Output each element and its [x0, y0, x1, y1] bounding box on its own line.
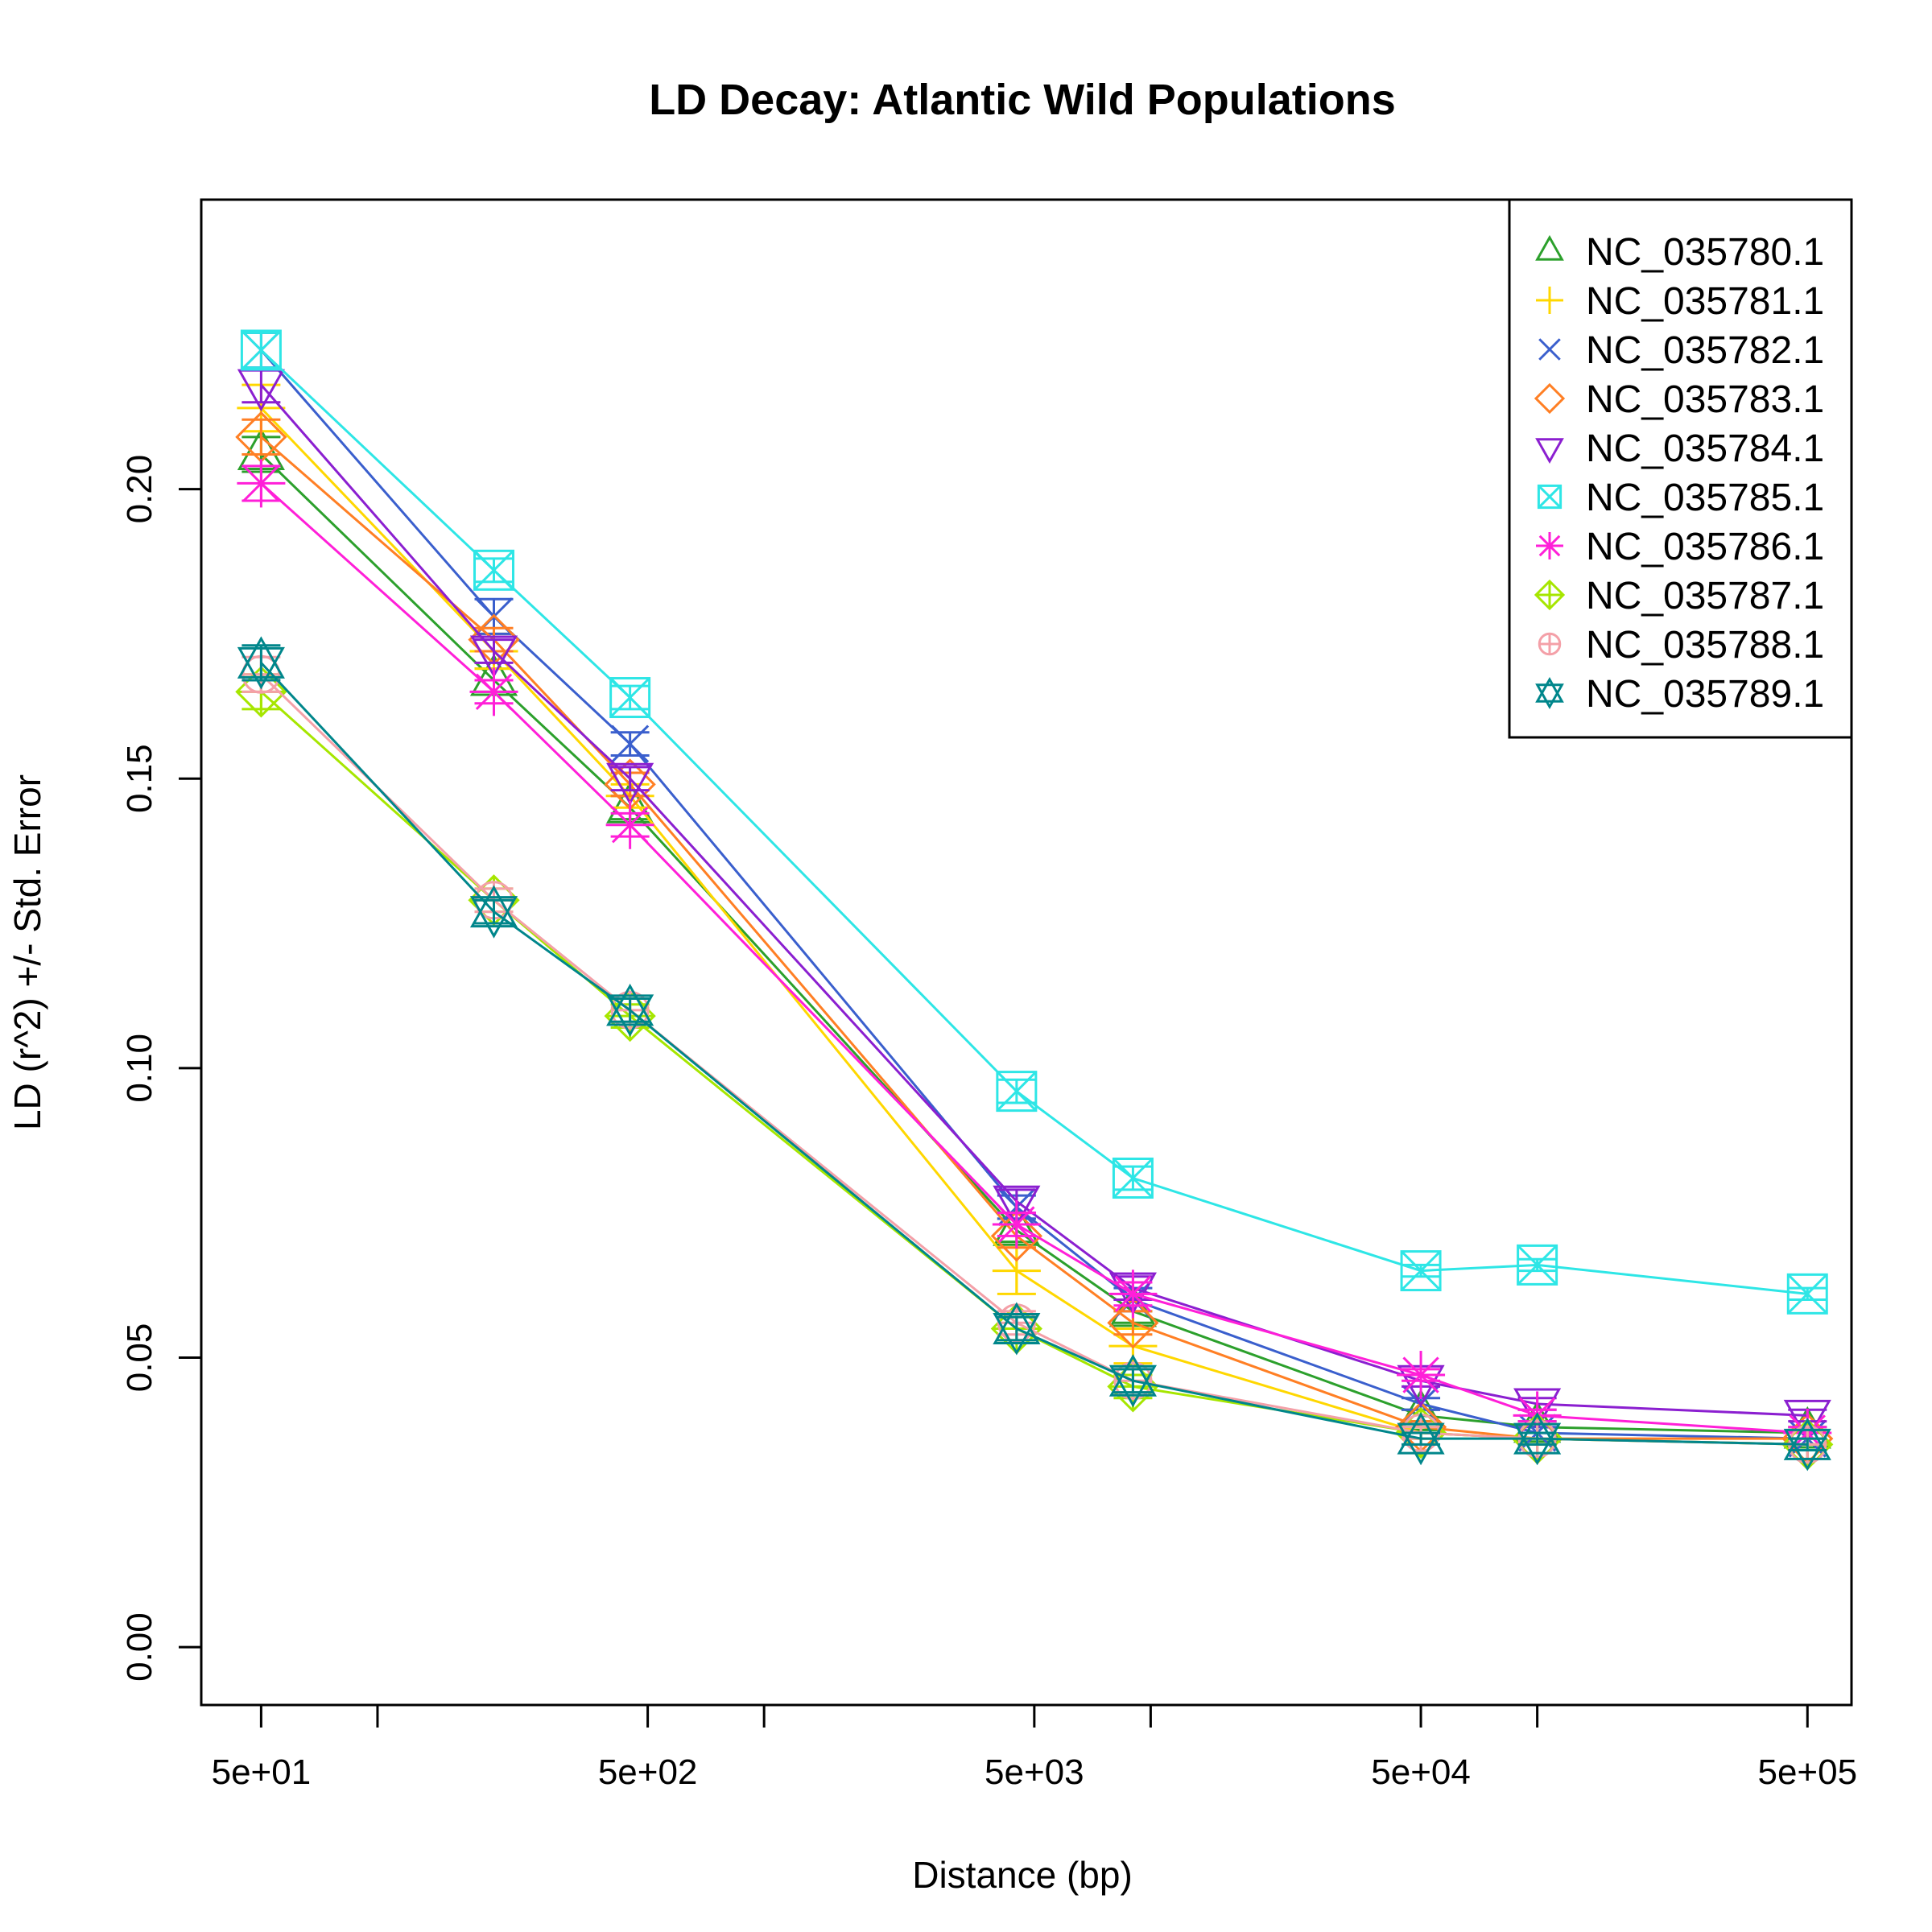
legend-item: NC_035782.1 [1538, 329, 1824, 372]
data-point [469, 885, 518, 939]
legend-box [1508, 198, 1853, 739]
chart-title: LD Decay: Atlantic Wild Populations [649, 76, 1396, 124]
legend-symbol [1535, 676, 1564, 710]
y-tick-label: 0.20 [120, 455, 159, 524]
y-tick-label: 0.05 [120, 1323, 159, 1393]
legend-symbol [1538, 632, 1562, 656]
x-axis: 5e+01 5e+02 5e+03 5e+04 5e+05 [212, 1705, 1857, 1792]
data-point [611, 724, 650, 763]
legend-label: NC_035787.1 [1586, 575, 1824, 617]
data-point [237, 459, 286, 508]
legend-item: NC_035789.1 [1535, 673, 1824, 716]
legend-label: NC_035788.1 [1586, 624, 1824, 667]
y-tick-label: 0.10 [120, 1034, 159, 1103]
data-point [1783, 1418, 1831, 1472]
legend-item: NC_035785.1 [1537, 477, 1824, 519]
legend-symbol [1534, 382, 1566, 415]
data-point [1513, 1412, 1562, 1466]
data-point [1107, 1297, 1159, 1349]
legend-symbol [1535, 438, 1564, 464]
legend-label: NC_035789.1 [1586, 673, 1824, 716]
plot-frame [200, 198, 1853, 1707]
data-point [469, 635, 518, 679]
legend-symbol [1536, 287, 1563, 314]
legend-item: NC_035780.1 [1535, 231, 1824, 274]
legend-symbol [1538, 338, 1561, 361]
x-tick-label: 5e+05 [1757, 1752, 1857, 1792]
x-tick-label: 5e+01 [212, 1752, 312, 1792]
legend-item: NC_035781.1 [1536, 280, 1824, 323]
legend-symbol [1536, 532, 1563, 559]
data-point [1397, 1351, 1446, 1400]
legend-label: NC_035780.1 [1586, 231, 1824, 274]
data-point [240, 329, 282, 371]
series-line [260, 662, 1808, 1446]
series-NC_035789.1 [237, 636, 1831, 1472]
data-point [606, 983, 654, 1037]
x-tick-label: 5e+02 [598, 1752, 698, 1792]
data-point [1108, 1269, 1158, 1319]
legend: NC_035780.1 NC_035781.1 NC_035782.1 NC_0357… [1508, 198, 1853, 739]
legend-item: NC_035783.1 [1534, 378, 1824, 421]
series-NC_035785.1 [240, 329, 1828, 1315]
series-line [260, 384, 1808, 1417]
data-point [237, 636, 285, 690]
data-point [1397, 1412, 1445, 1466]
data-point [992, 1200, 1041, 1249]
legend-label: NC_035783.1 [1586, 378, 1824, 421]
series-line [260, 482, 1808, 1435]
data-point [1112, 1158, 1154, 1199]
x-axis-label: Distance (bp) [912, 1854, 1133, 1896]
data-point [605, 800, 654, 849]
data-point [990, 1210, 1042, 1262]
data-point [609, 677, 651, 719]
legend-item: NC_035787.1 [1534, 575, 1824, 617]
legend-symbol [1535, 234, 1564, 261]
y-tick-label: 0.00 [120, 1612, 159, 1682]
data-point [993, 1185, 1041, 1228]
legend-label: NC_035782.1 [1586, 329, 1824, 372]
data-point [993, 1302, 1041, 1356]
y-tick-label: 0.15 [120, 744, 159, 813]
data-point [469, 667, 518, 716]
legend-label: NC_035784.1 [1586, 427, 1824, 470]
legend-symbol [1534, 579, 1566, 611]
data-point [996, 1071, 1038, 1113]
data-point [1517, 1244, 1558, 1286]
legend-label: NC_035786.1 [1586, 526, 1824, 568]
legend-symbol [1537, 484, 1563, 510]
legend-label: NC_035781.1 [1586, 280, 1824, 323]
legend-label: NC_035785.1 [1586, 477, 1824, 519]
data-point [473, 549, 515, 591]
legend-item: NC_035788.1 [1538, 624, 1824, 667]
x-tick-label: 5e+04 [1371, 1752, 1471, 1792]
data-point [1400, 1250, 1442, 1292]
y-axis: 0.00 0.05 0.10 0.15 0.20 [120, 455, 201, 1682]
y-axis-label: LD (r^2) +/- Std. Error [6, 774, 48, 1130]
series-NC_035788.1 [242, 654, 1827, 1464]
legend-item: NC_035784.1 [1535, 427, 1824, 470]
data-point [606, 762, 654, 806]
data-point [1786, 1273, 1828, 1315]
series-layer [235, 329, 1834, 1472]
x-tick-label: 5e+03 [985, 1752, 1084, 1792]
legend-item: NC_035786.1 [1536, 526, 1824, 568]
data-point [1108, 1354, 1157, 1408]
data-point [992, 1246, 1041, 1295]
series-NC_035787.1 [235, 666, 1834, 1471]
